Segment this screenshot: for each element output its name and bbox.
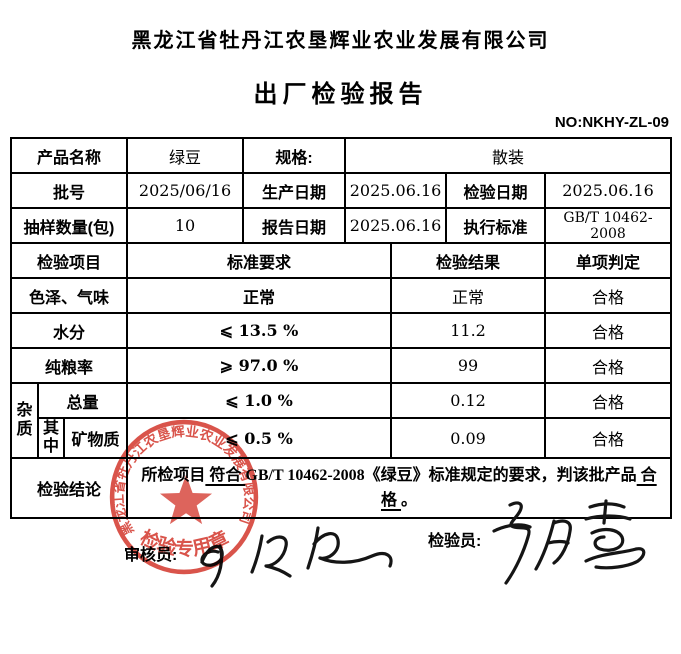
standard-moisture: ⩽ 13.5 % — [126, 312, 393, 349]
item-impurity-mineral: 矿物质 — [62, 417, 129, 459]
result-color-odor: 正常 — [390, 277, 547, 314]
batch-value: 2025/06/16 — [126, 172, 245, 209]
judgment-moisture: 合格 — [544, 312, 673, 349]
svg-text:黑龙江省牡丹江农垦辉业农业发展有限公司: 黑龙江省牡丹江农垦辉业农业发展有限公司 — [110, 424, 257, 538]
svg-text:检验专用章: 检验专用章 — [136, 526, 232, 561]
exec-standard-label: 执行标准 — [445, 207, 547, 244]
result-impurity-total: 0.12 — [390, 382, 547, 419]
report-date-label: 报告日期 — [242, 207, 347, 244]
inspector-signature — [492, 499, 646, 585]
inspection-date-value: 2025.06.16 — [544, 172, 673, 209]
col-header-result: 检验结果 — [390, 242, 547, 279]
inspection-date-label: 检验日期 — [445, 172, 547, 209]
result-impurity-mineral: 0.09 — [390, 417, 547, 459]
table-row: 杂质 总量 ⩽ 1.0 % 0.12 合格 — [10, 382, 673, 459]
item-moisture: 水分 — [9, 312, 129, 349]
col-header-judgment: 单项判定 — [544, 242, 673, 279]
judgment-impurity-mineral: 合格 — [544, 417, 673, 459]
report-title: 出厂检验报告 — [253, 81, 428, 108]
conclusion-middle: GB/T 10462-2008《绿豆》标准规定的要求，判该批产品 — [245, 467, 637, 484]
judgment-impurity-total: 合格 — [544, 382, 673, 419]
exec-standard-value: GB/T 10462-2008 — [544, 207, 673, 244]
standard-impurity-total: ⩽ 1.0 % — [126, 382, 393, 419]
product-name-label: 产品名称 — [9, 137, 129, 174]
table-row: 纯粮率 ⩾ 97.0 % 99 合格 — [9, 347, 673, 384]
sample-qty-label: 抽样数量(包) — [9, 207, 129, 244]
company-title: 黑龙江省牡丹江农垦辉业农业发展有限公司 — [131, 30, 550, 52]
col-header-standard: 标准要求 — [126, 242, 393, 279]
item-color-odor: 色泽、气味 — [9, 277, 129, 314]
table-row: 色泽、气味 正常 正常 合格 — [9, 277, 673, 314]
report-date-value: 2025.06.16 — [344, 207, 448, 244]
stamp-ring — [109, 419, 259, 575]
conclusion-blank-2a: 合 — [636, 467, 657, 484]
document-number: NO:NKHY-ZL-09 — [554, 114, 669, 131]
spec-label: 规格: — [242, 137, 347, 174]
col-header-item: 检验项目 — [9, 242, 129, 279]
conclusion-blank-1: 符合 — [205, 467, 246, 484]
conclusion-text: 所检项目 符合 GB/T 10462-2008《绿豆》标准规定的要求，判该批产品… — [126, 457, 673, 519]
spec-value: 散装 — [344, 137, 673, 174]
standard-purity: ⩾ 97.0 % — [126, 347, 393, 384]
conclusion-label: 检验结论 — [9, 457, 129, 519]
judgment-color-odor: 合格 — [544, 277, 673, 314]
production-date-label: 生产日期 — [242, 172, 347, 209]
impurity-among-label: 其中 — [37, 417, 65, 459]
conclusion-prefix: 所检项目 — [141, 467, 206, 484]
item-purity: 纯粮率 — [9, 347, 129, 384]
inspection-report-table: 产品名称 绿豆 规格: 散装 批号 2025/06/16 生产日期 2025.0… — [9, 137, 673, 519]
inspection-stamp: 黑龙江省牡丹江农垦辉业农业发展有限公司 检验专用章 — [109, 419, 259, 575]
stamp-star-icon — [159, 474, 213, 525]
stamp-company-arc-text: 黑龙江省牡丹江农垦辉业农业发展有限公司 — [110, 424, 257, 538]
batch-label: 批号 — [9, 172, 129, 209]
table-row: 水分 ⩽ 13.5 % 11.2 合格 — [9, 312, 673, 349]
production-date-value: 2025.06.16 — [344, 172, 448, 209]
standard-color-odor: 正常 — [126, 277, 393, 314]
judgment-purity: 合格 — [544, 347, 673, 384]
product-name-value: 绿豆 — [126, 137, 245, 174]
impurity-group-label: 杂质 — [10, 382, 39, 459]
item-impurity-total: 总量 — [36, 382, 129, 419]
inspector-label: 检验员: — [428, 533, 482, 550]
conclusion-period: 。 — [401, 492, 418, 509]
reviewer-signature — [200, 526, 393, 588]
result-moisture: 11.2 — [390, 312, 547, 349]
stamp-bottom-text: 检验专用章 — [136, 526, 232, 561]
sample-qty-value: 10 — [126, 207, 245, 244]
conclusion-blank-2b: 格 — [381, 492, 402, 509]
result-purity: 99 — [390, 347, 547, 384]
